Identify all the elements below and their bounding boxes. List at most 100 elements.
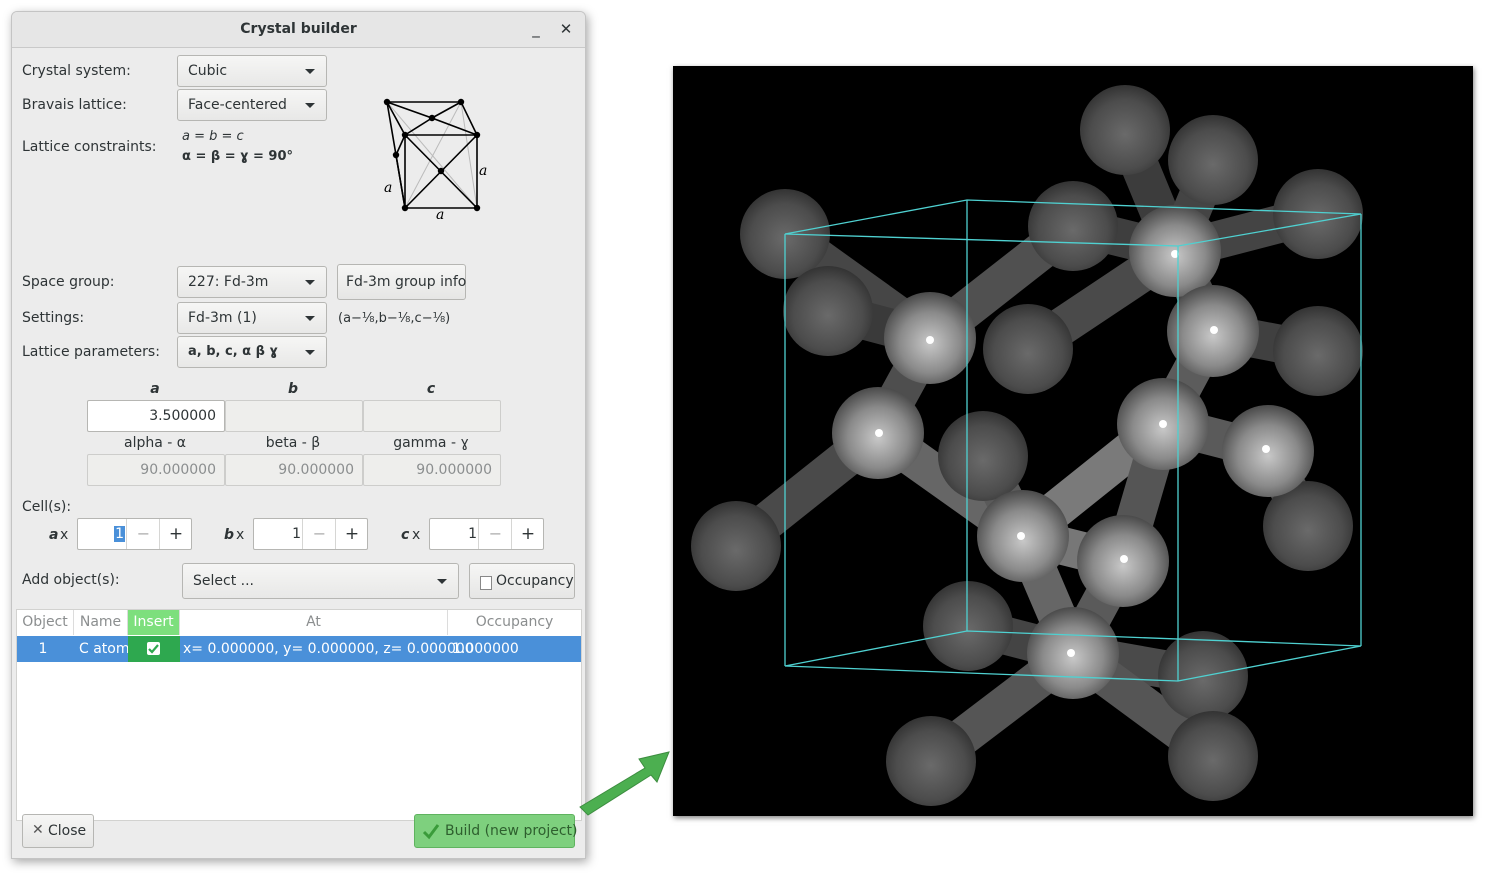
param-b-header: b — [287, 381, 299, 397]
cell-c-value: 1 — [468, 526, 477, 542]
fcc-lattice-diagram: a a a — [383, 98, 487, 222]
object-select-combo[interactable]: Select ... — [182, 563, 459, 599]
occupancy-button-label: Occupancy — [496, 573, 574, 589]
param-gamma-value: 90.000000 — [416, 462, 492, 478]
param-alpha-value: 90.000000 — [140, 462, 216, 478]
object-select-value: Select ... — [193, 573, 254, 589]
chevron-down-icon — [437, 579, 447, 584]
cell-a-increment[interactable]: + — [159, 519, 192, 549]
unit-cell-box — [784, 199, 1362, 682]
chevron-down-icon — [305, 350, 315, 355]
build-button-label: Build (new project) — [445, 823, 578, 839]
column-header-name[interactable]: Name — [74, 610, 128, 635]
cell-a-decrement[interactable]: − — [126, 519, 160, 549]
diagram-label-bottom: a — [436, 207, 444, 222]
cell-a-value: 1 — [114, 526, 125, 542]
param-a-header: a — [150, 381, 160, 397]
cell-b-spinner[interactable]: 1 − + — [253, 518, 368, 550]
param-beta-header: beta - β — [265, 435, 321, 451]
atoms-front — [832, 205, 1314, 699]
title-bar: Crystal builder _ ✕ — [12, 12, 585, 48]
occupancy-button[interactable]: Occupancy — [469, 563, 575, 599]
column-header-insert[interactable]: Insert — [128, 610, 180, 635]
param-a-input[interactable]: 3.500000 — [87, 400, 225, 432]
document-icon — [480, 576, 492, 590]
window-title: Crystal builder — [240, 21, 357, 37]
cells-label: Cell(s): — [22, 499, 72, 515]
chevron-down-icon — [305, 280, 315, 285]
param-c-input[interactable] — [363, 400, 501, 432]
cell-c-decrement[interactable]: − — [478, 519, 512, 549]
lattice-parameters-combo[interactable]: a, b, c, α β ɣ — [177, 336, 327, 368]
arrow-graphic — [579, 751, 670, 816]
crystal-builder-window: Crystal builder _ ✕ Crystal system: Cubi… — [11, 11, 586, 859]
row-occupancy-cell: 1.000000 — [452, 641, 519, 657]
diagram-label-left: a — [384, 180, 392, 196]
constraint-angles: α = β = ɣ = 90° — [182, 149, 294, 164]
cell-b-decrement[interactable]: − — [302, 519, 336, 549]
group-info-label: Fd-3m group info — [346, 274, 467, 290]
build-new-project-button[interactable]: Build (new project) — [414, 814, 578, 848]
param-beta-input[interactable]: 90.000000 — [225, 454, 363, 486]
cell-c-spinner[interactable]: 1 − + — [429, 518, 544, 550]
bravais-lattice-value: Face-centered — [188, 97, 287, 113]
cell-b-prefix: b — [224, 527, 235, 543]
diagram-atoms — [383, 98, 481, 212]
crystal-system-label: Crystal system: — [22, 63, 131, 79]
column-header-at[interactable]: At — [180, 610, 448, 635]
param-c-header: c — [426, 381, 436, 397]
space-group-combo[interactable]: 227: Fd-3m — [177, 266, 327, 298]
row-insert-cell — [128, 636, 180, 662]
constraint-lengths: a = b = c — [182, 129, 244, 144]
minimize-button[interactable]: _ — [532, 20, 540, 38]
add-objects-label: Add object(s): — [22, 572, 120, 588]
cell-c-times: x — [412, 527, 421, 543]
bravais-lattice-combo[interactable]: Face-centered — [177, 89, 327, 121]
space-group-label: Space group: — [22, 274, 115, 290]
settings-label: Settings: — [22, 310, 85, 326]
space-group-value: 227: Fd-3m — [188, 274, 269, 290]
column-header-occupancy[interactable]: Occupancy — [448, 610, 581, 635]
row-object-cell: 1 — [38, 641, 48, 657]
group-info-button[interactable]: Fd-3m group info — [337, 264, 466, 300]
close-button-label: Close — [48, 823, 87, 839]
diamond-structure-render — [691, 85, 1363, 806]
cell-b-value: 1 — [292, 526, 301, 542]
param-b-input[interactable] — [225, 400, 363, 432]
cell-c-increment[interactable]: + — [511, 519, 544, 549]
objects-table: Object Name Insert At Occupancy 1 C atom… — [16, 609, 582, 821]
checkmark-icon — [148, 644, 159, 654]
chevron-down-icon — [305, 69, 315, 74]
row-name-cell: C atom — [79, 641, 130, 657]
settings-value: Fd-3m (1) — [188, 310, 257, 326]
param-beta-value: 90.000000 — [278, 462, 354, 478]
lattice-parameters-label: Lattice parameters: — [22, 344, 160, 360]
chevron-down-icon — [305, 103, 315, 108]
origin-shift-text: (a−⅛,b−⅛,c−⅛) — [338, 311, 451, 326]
crystal-system-value: Cubic — [188, 63, 228, 79]
cell-b-times: x — [236, 527, 245, 543]
lattice-constraints-label: Lattice constraints: — [22, 139, 157, 155]
diagram-label-right: a — [479, 163, 487, 179]
cell-a-times: x — [60, 527, 69, 543]
insert-checkbox[interactable] — [147, 642, 160, 655]
close-icon: ✕ — [32, 822, 44, 838]
param-alpha-input[interactable]: 90.000000 — [87, 454, 225, 486]
cell-c-prefix: c — [401, 527, 410, 543]
param-gamma-input[interactable]: 90.000000 — [363, 454, 501, 486]
row-at-cell: x= 0.000000, y= 0.000000, z= 0.000000 — [183, 641, 474, 657]
close-button[interactable]: ✕ Close — [22, 814, 94, 848]
structure-3d-viewer[interactable] — [673, 66, 1473, 816]
settings-combo[interactable]: Fd-3m (1) — [177, 302, 327, 334]
crystal-system-combo[interactable]: Cubic — [177, 55, 327, 87]
close-window-button[interactable]: ✕ — [559, 20, 573, 38]
cell-b-increment[interactable]: + — [335, 519, 368, 549]
column-header-object[interactable]: Object — [17, 610, 74, 635]
atom-highlights — [875, 250, 1270, 657]
param-gamma-header: gamma - ɣ — [393, 435, 469, 451]
checkmark-icon — [422, 824, 440, 840]
table-row[interactable]: 1 C atom x= 0.000000, y= 0.000000, z= 0.… — [17, 636, 581, 662]
cell-a-spinner[interactable]: 1 − + — [77, 518, 192, 550]
param-alpha-header: alpha - α — [124, 435, 186, 451]
lattice-parameters-value: a, b, c, α β ɣ — [188, 344, 278, 359]
